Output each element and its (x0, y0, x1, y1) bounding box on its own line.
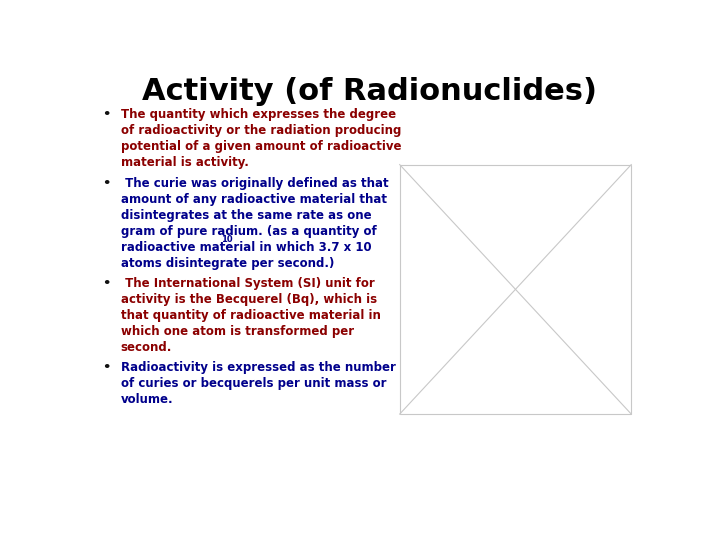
Text: amount of any radioactive material that: amount of any radioactive material that (121, 193, 387, 206)
Text: disintegrates at the same rate as one: disintegrates at the same rate as one (121, 208, 372, 221)
Text: of curies or becquerels per unit mass or: of curies or becquerels per unit mass or (121, 377, 386, 390)
Text: •: • (102, 361, 111, 374)
Text: that quantity of radioactive material in: that quantity of radioactive material in (121, 309, 381, 322)
Text: •: • (102, 177, 111, 190)
Text: •: • (102, 109, 111, 122)
Text: The curie was originally defined as that: The curie was originally defined as that (121, 177, 388, 190)
Text: gram of pure radium. (as a quantity of: gram of pure radium. (as a quantity of (121, 225, 377, 238)
Text: activity is the Becquerel (Bq), which is: activity is the Becquerel (Bq), which is (121, 293, 377, 306)
Text: potential of a given amount of radioactive: potential of a given amount of radioacti… (121, 140, 401, 153)
Text: which one atom is transformed per: which one atom is transformed per (121, 325, 354, 338)
Text: Radioactivity is expressed as the number: Radioactivity is expressed as the number (121, 361, 395, 374)
Text: second.: second. (121, 341, 172, 354)
Bar (400, 165, 631, 414)
Text: •: • (102, 277, 111, 290)
Text: atoms disintegrate per second.): atoms disintegrate per second.) (121, 256, 334, 269)
Text: 10: 10 (222, 235, 233, 244)
Text: radioactive material in which 3.7 x 10: radioactive material in which 3.7 x 10 (121, 241, 372, 254)
Text: volume.: volume. (121, 393, 174, 406)
Text: The International System (SI) unit for: The International System (SI) unit for (121, 277, 374, 290)
Text: material is activity.: material is activity. (121, 157, 248, 170)
Text: Activity (of Radionuclides): Activity (of Radionuclides) (142, 77, 596, 106)
Text: The quantity which expresses the degree: The quantity which expresses the degree (121, 109, 396, 122)
Text: of radioactivity or the radiation producing: of radioactivity or the radiation produc… (121, 124, 401, 138)
